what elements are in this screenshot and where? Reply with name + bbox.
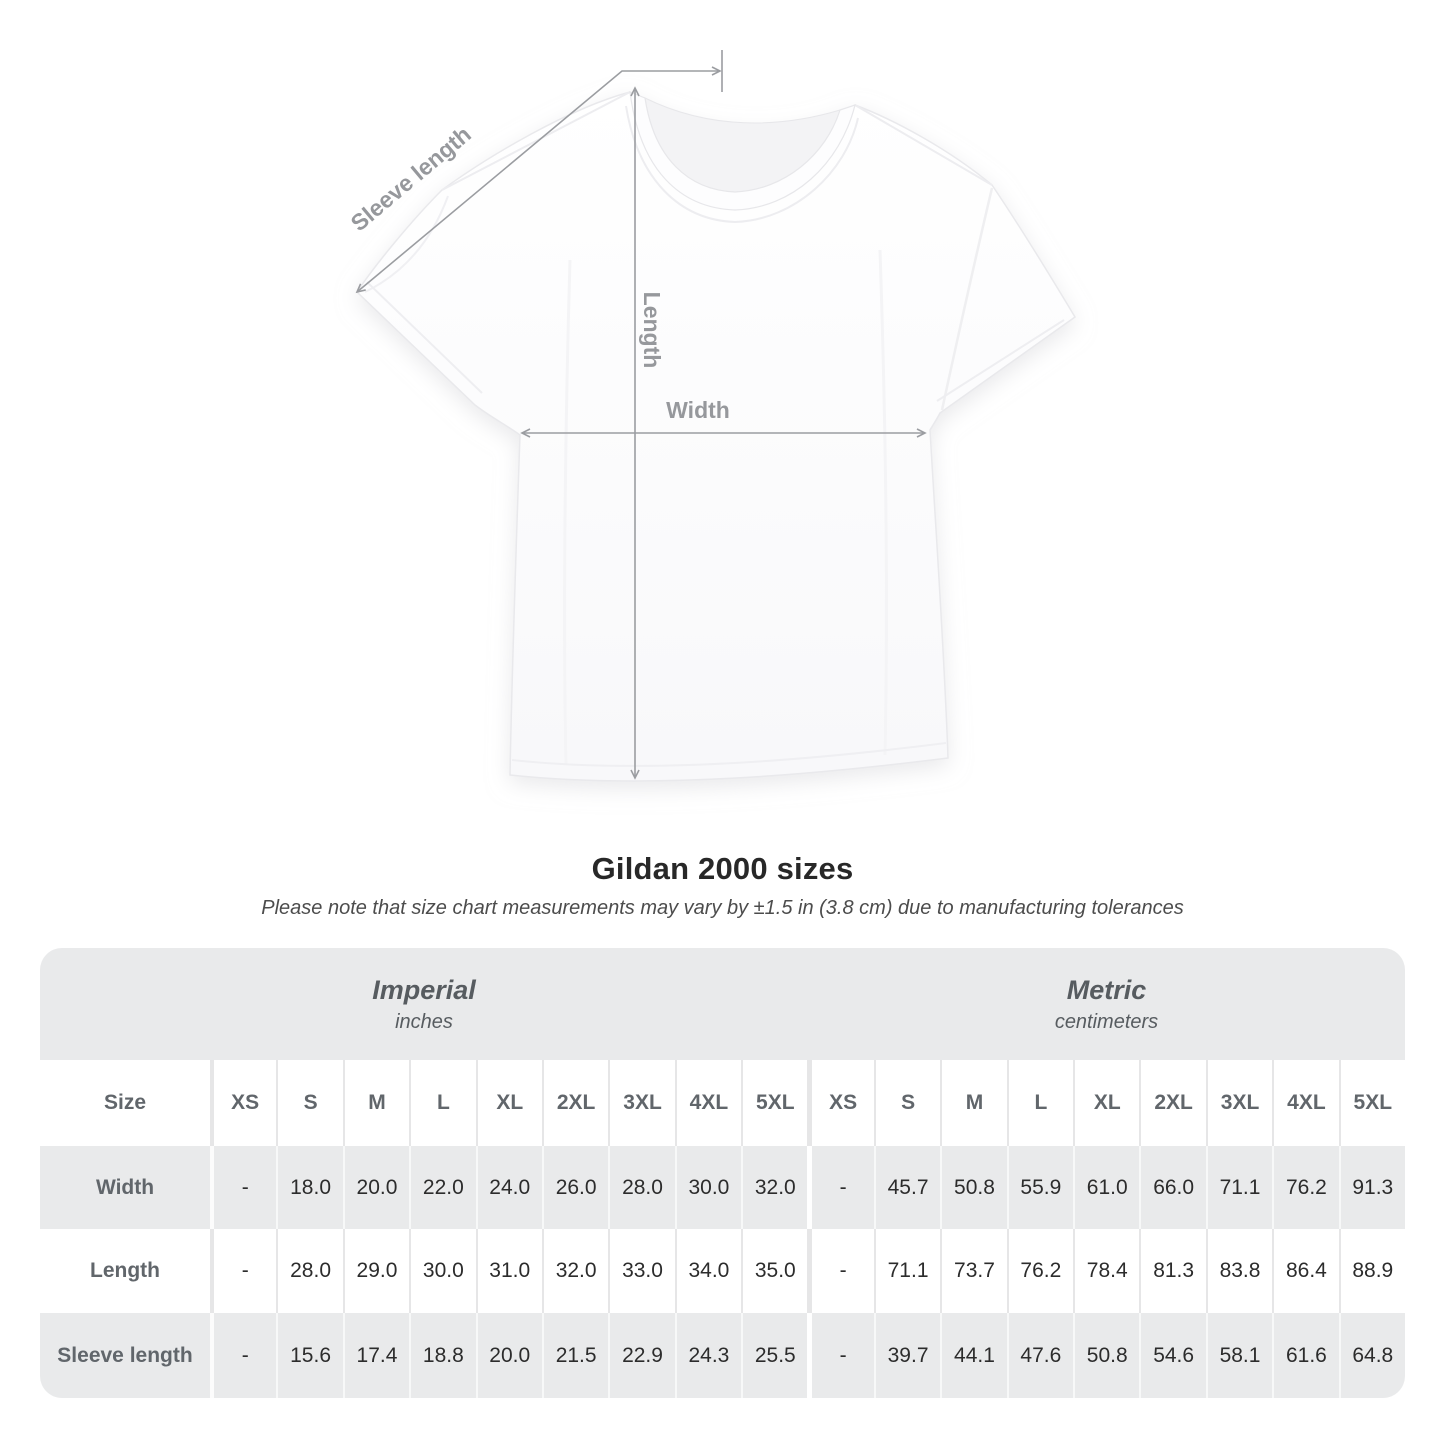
cell-length-imperial-4xl: 34.0: [674, 1229, 741, 1313]
cell-length-metric-4xl: 86.4: [1272, 1229, 1338, 1313]
length-measure: Length: [630, 86, 665, 780]
cell-sleeve-imperial-m: 17.4: [342, 1313, 409, 1398]
cell-width-metric-5xl: 91.3: [1338, 1146, 1405, 1229]
imperial-title: Imperial: [372, 974, 476, 1005]
tshirt-graphic: Sleeve length Length Width: [346, 50, 1077, 782]
cell-sleeve-metric-xl: 50.8: [1073, 1313, 1139, 1398]
size-header-row: Size XS S M L XL 2XL 3XL 4XL 5XL XS S M …: [40, 1060, 1405, 1146]
cell-length-metric-l: 76.2: [1006, 1229, 1073, 1313]
cell-length-metric-2xl: 81.3: [1139, 1229, 1205, 1313]
cell-width-imperial-5xl: 32.0: [741, 1146, 807, 1229]
cell-sleeve-metric-l: 47.6: [1006, 1313, 1073, 1398]
col-header-imperial-4xl: 4XL: [674, 1060, 741, 1146]
cell-width-imperial-3xl: 28.0: [608, 1146, 674, 1229]
cell-width-imperial-2xl: 26.0: [541, 1146, 608, 1229]
row-label-length: Length: [90, 1259, 160, 1282]
cell-length-metric-3xl: 83.8: [1205, 1229, 1272, 1313]
cell-sleeve-metric-4xl: 61.6: [1272, 1313, 1338, 1398]
cell-sleeve-imperial-l: 18.8: [409, 1313, 475, 1398]
col-header-imperial-xl: XL: [475, 1060, 542, 1146]
col-header-imperial-s: S: [276, 1060, 342, 1146]
cell-length-imperial-m: 29.0: [342, 1229, 409, 1313]
cell-sleeve-imperial-4xl: 24.3: [674, 1313, 741, 1398]
unit-group-band: Imperial inches Metric centimeters: [40, 948, 1405, 1060]
col-header-metric-s: S: [873, 1060, 940, 1146]
col-header-imperial-5xl: 5XL: [741, 1060, 807, 1146]
width-measure: Width: [520, 397, 927, 438]
cell-width-imperial-m: 20.0: [342, 1146, 409, 1229]
imperial-unit: inches: [395, 1010, 453, 1033]
col-header-metric-m: M: [940, 1060, 1006, 1146]
col-header-metric-3xl: 3XL: [1205, 1060, 1272, 1146]
cell-sleeve-metric-3xl: 58.1: [1205, 1313, 1272, 1398]
cell-sleeve-imperial-5xl: 25.5: [741, 1313, 807, 1398]
row-label-sleeve-length: Sleeve length: [57, 1343, 193, 1367]
col-header-metric-2xl: 2XL: [1139, 1060, 1205, 1146]
cell-sleeve-metric-m: 44.1: [940, 1313, 1006, 1398]
col-header-imperial-m: M: [342, 1060, 409, 1146]
cell-length-metric-5xl: 88.9: [1338, 1229, 1405, 1313]
metric-unit: centimeters: [1054, 1010, 1159, 1033]
cell-width-imperial-xl: 24.0: [475, 1146, 542, 1229]
col-header-metric-xs: XS: [807, 1060, 873, 1146]
cell-sleeve-imperial-3xl: 22.9: [608, 1313, 674, 1398]
cell-sleeve-imperial-2xl: 21.5: [541, 1313, 608, 1398]
length-label: Length: [639, 292, 665, 369]
col-header-imperial-xs: XS: [210, 1060, 276, 1146]
cell-length-metric-xl: 78.4: [1073, 1229, 1139, 1313]
cell-sleeve-metric-5xl: 64.8: [1338, 1313, 1405, 1398]
metric-group-header: Metric centimeters: [808, 948, 1405, 1060]
cell-sleeve-imperial-s: 15.6: [276, 1313, 342, 1398]
cell-sleeve-metric-2xl: 54.6: [1139, 1313, 1205, 1398]
cell-width-metric-l: 55.9: [1006, 1146, 1073, 1229]
width-label: Width: [666, 397, 730, 423]
tshirt-measurement-diagram: Sleeve length Length Width: [320, 30, 1120, 830]
page-title: Gildan 2000 sizes: [591, 851, 854, 886]
cell-width-metric-4xl: 76.2: [1272, 1146, 1338, 1229]
cell-width-imperial-xs: -: [210, 1146, 276, 1229]
cell-width-imperial-l: 22.0: [409, 1146, 475, 1229]
size-chart-table: Imperial inches Metric centimeters Size …: [40, 948, 1405, 1398]
tolerance-note: Please note that size chart measurements…: [261, 897, 1184, 919]
cell-length-imperial-s: 28.0: [276, 1229, 342, 1313]
cell-sleeve-imperial-xs: -: [210, 1313, 276, 1398]
col-header-metric-4xl: 4XL: [1272, 1060, 1338, 1146]
cell-width-imperial-4xl: 30.0: [674, 1146, 741, 1229]
cell-sleeve-metric-s: 39.7: [873, 1313, 940, 1398]
col-header-metric-l: L: [1006, 1060, 1073, 1146]
col-header-metric-5xl: 5XL: [1338, 1060, 1405, 1146]
col-header-metric-xl: XL: [1073, 1060, 1139, 1146]
table-row-sleeve-length: Sleeve length - 15.6 17.4 18.8 20.0 21.5…: [40, 1313, 1405, 1398]
col-header-imperial-l: L: [409, 1060, 475, 1146]
col-header-imperial-3xl: 3XL: [608, 1060, 674, 1146]
cell-width-metric-s: 45.7: [873, 1146, 940, 1229]
cell-width-imperial-s: 18.0: [276, 1146, 342, 1229]
cell-sleeve-metric-xs: -: [807, 1313, 873, 1398]
cell-width-metric-xs: -: [807, 1146, 873, 1229]
cell-length-imperial-xs: -: [210, 1229, 276, 1313]
cell-length-imperial-3xl: 33.0: [608, 1229, 674, 1313]
imperial-group-header: Imperial inches: [40, 948, 808, 1060]
cell-width-metric-m: 50.8: [940, 1146, 1006, 1229]
cell-width-metric-xl: 61.0: [1073, 1146, 1139, 1229]
cell-width-metric-2xl: 66.0: [1139, 1146, 1205, 1229]
cell-length-imperial-xl: 31.0: [475, 1229, 542, 1313]
cell-length-imperial-5xl: 35.0: [741, 1229, 807, 1313]
table-row-width: Width - 18.0 20.0 22.0 24.0 26.0 28.0 30…: [40, 1146, 1405, 1229]
table-row-length: Length - 28.0 29.0 30.0 31.0 32.0 33.0 3…: [40, 1229, 1405, 1313]
cell-length-metric-xs: -: [807, 1229, 873, 1313]
row-label-width: Width: [95, 1175, 155, 1199]
cell-length-imperial-l: 30.0: [409, 1229, 475, 1313]
cell-sleeve-imperial-xl: 20.0: [475, 1313, 542, 1398]
metric-title: Metric: [1066, 974, 1147, 1005]
cell-width-metric-3xl: 71.1: [1205, 1146, 1272, 1229]
cell-length-imperial-2xl: 32.0: [541, 1229, 608, 1313]
cell-length-metric-s: 71.1: [873, 1229, 940, 1313]
cell-length-metric-m: 73.7: [940, 1229, 1006, 1313]
col-header-imperial-2xl: 2XL: [541, 1060, 608, 1146]
col-header-size: Size: [103, 1091, 147, 1114]
